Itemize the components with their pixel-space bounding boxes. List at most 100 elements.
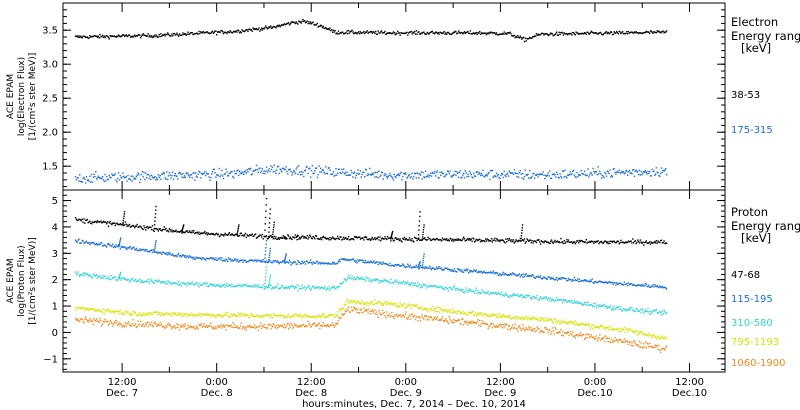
data-point [656,312,658,314]
data-point [159,312,161,314]
data-point [459,289,461,291]
data-point [241,234,243,237]
data-point [330,238,332,241]
data-point [123,246,126,248]
data-point [251,30,253,32]
data-point [302,171,304,173]
data-point [479,271,482,273]
data-point [208,258,210,260]
data-point [610,31,613,33]
data-point [106,223,108,225]
data-point [396,33,398,35]
data-point [370,281,373,283]
data-point [464,290,466,292]
data-point [127,246,129,249]
data-point [371,236,373,239]
data-point [428,33,430,35]
data-point [153,227,155,230]
data-point [292,21,294,24]
data-point [632,330,634,333]
data-point [393,281,395,283]
data-point [92,221,94,224]
data-point [96,310,99,312]
data-point [362,237,364,239]
data-point [248,326,250,328]
data-point [451,311,453,314]
data-point [540,240,543,242]
data-point [378,300,380,303]
data-point [452,174,455,176]
data-point [261,261,264,263]
data-point [188,257,190,259]
data-point [268,168,270,170]
data-point [463,31,466,33]
data-point [651,242,653,244]
data-point [289,286,291,288]
data-point [275,315,277,317]
data-point [79,275,81,277]
data-point [189,325,192,327]
data-point [595,307,598,309]
data-point [524,294,527,297]
data-point [213,168,215,170]
data-point [122,219,125,222]
data-point [394,280,396,282]
data-point [215,233,217,235]
data-point [243,235,245,237]
data-point [265,287,267,289]
data-point [463,177,466,179]
data-point [626,328,628,330]
data-point [637,171,639,173]
data-point [197,233,199,235]
data-point [328,29,330,31]
data-point [570,32,572,35]
data-point [528,275,530,277]
data-point [489,32,491,35]
data-point [424,237,426,239]
data-point [292,315,294,317]
data-point [183,175,186,177]
data-point [457,287,459,290]
data-point [291,238,293,241]
data-point [245,29,247,31]
data-point [434,268,436,270]
data-point [367,302,369,304]
data-point [477,289,479,292]
data-point [415,30,417,32]
data-point [535,33,538,35]
data-point [520,293,522,296]
data-point [195,325,198,327]
data-point [98,321,100,324]
data-point [369,238,371,240]
data-point [645,310,647,313]
data-point [234,259,236,261]
data-point [574,176,576,178]
data-point [148,36,150,38]
data-point [342,258,345,261]
data-point [146,312,149,314]
data-point [135,34,138,37]
data-point [262,316,264,318]
data-point [623,173,625,175]
data-point [448,172,450,175]
data-point [601,242,603,244]
data-point [447,290,450,292]
data-point [282,325,284,327]
data-point [129,279,132,282]
data-point [621,31,623,34]
data-point [256,28,258,31]
data-point [613,240,615,242]
data-point [150,313,152,315]
data-point [506,238,509,240]
data-point [168,228,171,230]
data-point [297,315,299,317]
data-point [578,242,580,244]
data-point [619,172,621,174]
data-point [604,327,606,330]
data-point [655,338,658,340]
data-point [490,238,493,240]
data-point [479,292,482,294]
data-point [233,258,236,260]
data-point [178,35,180,37]
data-point [641,174,643,176]
